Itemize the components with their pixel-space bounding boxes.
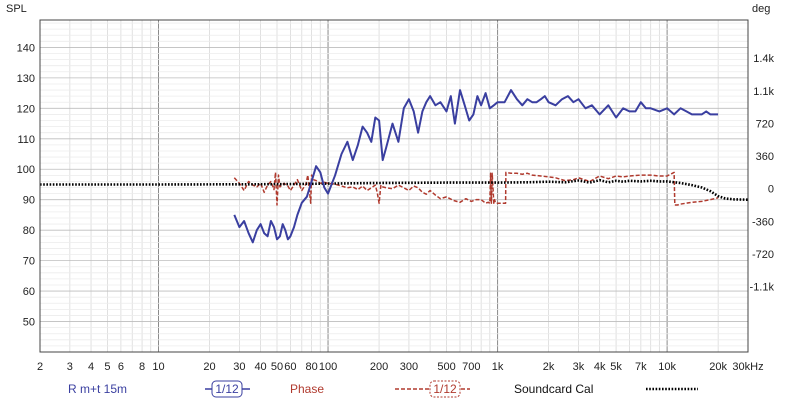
x-tick-label: 200 [370, 361, 388, 373]
plot-frame [39, 19, 749, 353]
x-tick-label: 4 [88, 361, 94, 373]
y-left-tick-label: 130 [17, 73, 35, 85]
x-tick-label: 6 [118, 361, 124, 373]
x-tick-label: 10k [658, 361, 676, 373]
series-phase-line [233, 171, 719, 206]
y-left-tick-label: 60 [23, 286, 35, 298]
legend-label: R m+t 15m [68, 382, 127, 396]
legend: R m+t 15m 1/12 Phase 1/12 Soundcard Cal [68, 380, 698, 398]
y-left-tick-label: 50 [23, 317, 35, 329]
x-tick-label: 500 [437, 361, 455, 373]
y-right-tick-label: 1.4k [753, 53, 774, 65]
x-tick-label: 2k [543, 361, 555, 373]
x-tick-label: 300 [400, 361, 418, 373]
x-tick-label: 5 [104, 361, 110, 373]
y-left-tick-label: 100 [17, 164, 35, 176]
x-tick-label: 60 [284, 361, 296, 373]
y-left-tick-labels: 50 60 70 80 90 100 110 120 130 140 [17, 42, 35, 328]
legend-smoothing-badge [211, 380, 243, 398]
y-left-tick-label: 120 [17, 103, 35, 115]
legend-smoothing-label: 1/12 [433, 382, 457, 396]
series-r-m-t-15m-line [233, 89, 719, 244]
legend-smoothing-badge [429, 380, 461, 398]
x-tick-label: 3 [67, 361, 73, 373]
y-right-tick-label: -360 [752, 216, 774, 228]
x-tick-label: 2 [37, 361, 43, 373]
y-left-tick-label: 70 [23, 256, 35, 268]
y-left-tick-label: 140 [17, 42, 35, 54]
y-left-tick-label: 90 [23, 195, 35, 207]
x-tick-label: 100 [319, 361, 337, 373]
y-right-axis-label: deg [752, 3, 770, 15]
x-tick-label: 5k [610, 361, 622, 373]
x-tick-label: 40 [254, 361, 266, 373]
x-tick-label: 8 [139, 361, 145, 373]
y-right-tick-label: 1.1k [753, 86, 774, 98]
x-tick-label: 30kHz [732, 361, 763, 373]
x-tick-label: 20 [203, 361, 215, 373]
x-tick-label: 30 [233, 361, 245, 373]
series-layer [40, 89, 749, 244]
legend-label: Phase [290, 382, 324, 396]
y-left-tick-label: 110 [17, 134, 35, 146]
x-tick-label: 80 [305, 361, 317, 373]
series-soundcard-cal-line [40, 178, 749, 201]
legend-smoothing-label: 1/12 [215, 382, 239, 396]
y-left-axis-label: SPL [6, 3, 27, 15]
x-tick-label: 1k [492, 361, 504, 373]
y-right-tick-label: 720 [756, 118, 774, 130]
y-right-tick-label: 360 [756, 151, 774, 163]
x-tick-label: 50 [271, 361, 283, 373]
x-tick-label: 20k [709, 361, 727, 373]
x-tick-label: 10 [152, 361, 164, 373]
y-right-tick-label: -720 [752, 249, 774, 261]
y-right-tick-label: 0 [768, 184, 774, 196]
y-right-tick-labels: -1.1k -720 -360 0 360 720 1.1k 1.4k [750, 53, 775, 294]
legend-label: Soundcard Cal [514, 382, 593, 396]
y-right-tick-label: -1.1k [750, 282, 775, 294]
x-tick-label: 4k [594, 361, 606, 373]
x-tick-label: 700 [462, 361, 480, 373]
x-axis-tick-labels: 2 3 4 5 6 8 10 20 30 40 50 60 80 100 200 300 500 700 1k 2k 3… [37, 361, 764, 373]
x-tick-label: 7k [635, 361, 647, 373]
grid [39, 20, 749, 353]
y-left-tick-label: 80 [23, 225, 35, 237]
x-tick-label: 3k [573, 361, 585, 373]
